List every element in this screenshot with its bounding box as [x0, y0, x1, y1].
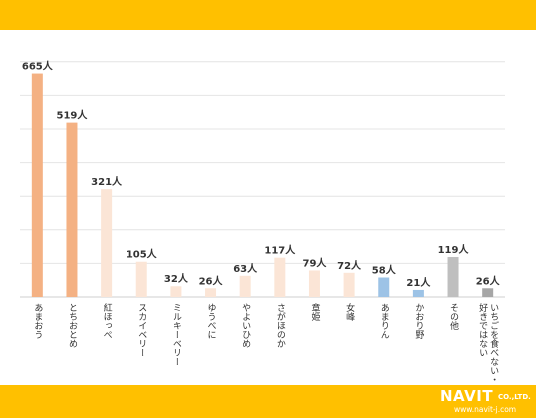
bar: [239, 275, 251, 297]
bar-value-label: 321人: [91, 175, 123, 188]
category-label-line: いちごを食べない・: [488, 303, 499, 384]
bar-value-label: 26人: [476, 274, 501, 287]
category-label: スカイベリー: [136, 303, 147, 357]
category-label-line: やよいひめ: [240, 303, 251, 348]
category-label-line: その他: [448, 303, 459, 331]
bar-value-label: 58人: [372, 264, 397, 277]
category-label: あまりん: [379, 303, 390, 339]
logo-text: NAVIT: [440, 387, 494, 405]
category-label-line: 章姫: [309, 302, 320, 322]
category-label-line: スカイベリー: [136, 303, 147, 357]
chart-data-labels: 665人 519人 321人 105人 32人 26人 63人 117人 79人 72人 58人 21…: [22, 60, 501, 289]
bar-value-label: 32人: [164, 272, 189, 285]
bottom-banner: [0, 385, 536, 418]
bar-value-label: 117人: [264, 244, 296, 257]
bar-value-label: 21人: [406, 276, 431, 289]
category-label: かおり野: [413, 303, 424, 339]
category-label: やよいひめ: [240, 303, 251, 348]
category-label: いちごを食べない・好きではない: [477, 302, 499, 384]
bar: [31, 73, 43, 297]
bar-value-label: 63人: [233, 262, 258, 275]
category-label-line: 女峰: [344, 302, 355, 321]
category-label-line: あまりん: [379, 303, 390, 339]
category-label: あまおう: [32, 303, 42, 339]
category-label-line: 好きではない: [477, 302, 488, 357]
bar: [205, 288, 217, 297]
category-label: ゆうべに: [206, 303, 217, 339]
top-banner: [0, 0, 536, 30]
bar: [412, 289, 424, 297]
logo-suffix: CO.,LTD.: [498, 393, 531, 401]
category-label: 紅ほっぺ: [102, 303, 113, 339]
category-label-line: ミルキーベリー: [171, 303, 182, 366]
bar: [66, 122, 78, 297]
bar-value-label: 26人: [199, 274, 224, 287]
category-label: その他: [448, 303, 459, 331]
bar: [447, 257, 459, 297]
bar-value-label: 119人: [438, 243, 470, 256]
category-label: 章姫: [309, 302, 320, 322]
category-label-line: ゆうべに: [206, 303, 217, 339]
chart-bars: [31, 73, 494, 297]
bar: [343, 272, 355, 297]
bar: [135, 261, 147, 297]
category-label: ミルキーベリー: [171, 303, 182, 366]
category-label: さがほのか: [275, 303, 286, 348]
chart-category-labels: あまおう とちおとめ 紅ほっぺ スカイベリー ミルキーベリー ゆうべに やよいひめ さがほのか…: [32, 302, 498, 384]
category-label-line: かおり野: [413, 303, 424, 339]
bar-chart: 665人 519人 321人 105人 32人 26人 63人 117人 79人 72人 58人 21…: [20, 60, 505, 384]
category-label-line: さがほのか: [275, 303, 286, 348]
category-label-line: 紅ほっぺ: [102, 303, 113, 339]
bar: [274, 257, 286, 297]
category-label: とちおとめ: [67, 303, 78, 348]
category-label-line: あまおう: [32, 303, 42, 339]
bar-value-label: 665人: [22, 60, 54, 73]
navit-logo: NAVIT CO.,LTD. www.navit-j.com: [440, 389, 532, 415]
bar-value-label: 79人: [303, 256, 328, 269]
bar: [482, 288, 494, 297]
chart-gridlines: [20, 61, 505, 298]
bar-value-label: 519人: [57, 109, 89, 122]
logo-url: www.navit-j.com: [454, 405, 517, 414]
bar-value-label: 105人: [126, 248, 158, 261]
category-label: 女峰: [344, 302, 355, 321]
bar: [308, 270, 320, 297]
bar: [378, 277, 390, 297]
category-label-line: とちおとめ: [67, 303, 78, 348]
bar-value-label: 72人: [337, 259, 362, 272]
bar: [170, 286, 182, 297]
bar: [101, 189, 113, 297]
